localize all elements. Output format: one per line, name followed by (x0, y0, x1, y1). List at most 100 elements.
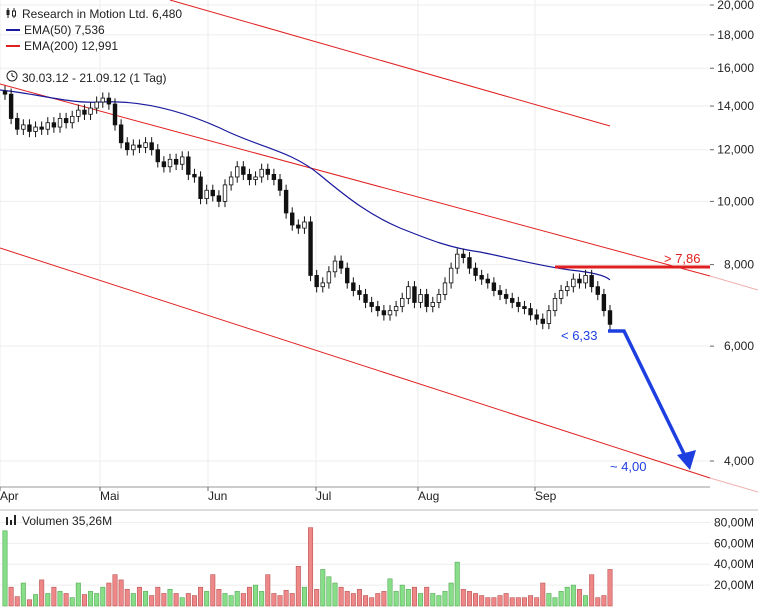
candle (247, 168, 252, 186)
candle (442, 277, 448, 301)
volume-bar (143, 591, 149, 607)
candle (375, 300, 380, 317)
volume-bar (265, 574, 271, 607)
volume-bar (607, 569, 613, 607)
volume-bar (503, 593, 509, 607)
volume-bar (515, 597, 521, 607)
candle (607, 305, 613, 331)
candle (137, 139, 142, 154)
candle-body (149, 142, 154, 151)
candle-body (314, 275, 319, 288)
candle (265, 163, 270, 181)
channel-lower-line (0, 247, 711, 479)
candle-body (430, 302, 435, 307)
date-range: 30.03.12 - 21.09.12 (1 Tag) (6, 70, 167, 85)
candle (235, 161, 240, 183)
candle (70, 110, 75, 129)
candle-body (210, 189, 215, 197)
x-tick-label: Aug (418, 489, 439, 503)
candle (210, 184, 215, 202)
candle (94, 96, 99, 114)
candle-body (308, 221, 313, 276)
candle (540, 313, 545, 330)
candle-body (167, 158, 173, 168)
candle-body (332, 260, 338, 273)
volume-bar (39, 579, 45, 607)
volume-bar (509, 597, 515, 607)
candle-body (510, 298, 515, 303)
candle-body (338, 260, 344, 269)
candle (546, 305, 552, 330)
volume-bar (393, 591, 399, 607)
candle-body (216, 195, 222, 202)
candle (583, 269, 588, 289)
candle-body (558, 290, 564, 299)
candle (57, 112, 63, 133)
candle (259, 163, 264, 183)
volume-bar (338, 586, 344, 607)
y-tick-label: 12,000 (717, 143, 754, 157)
candle-body (363, 294, 368, 303)
volume-bar (75, 582, 81, 607)
volume-legend: Volumen 35,26M (6, 514, 112, 528)
volume-bar (8, 586, 14, 607)
candle (400, 292, 405, 313)
candle (125, 137, 130, 156)
candle-body (235, 166, 240, 178)
candle-body (485, 278, 490, 284)
volume-tick-label: 40,00M (714, 557, 754, 571)
candle-body (180, 156, 185, 165)
volume-bar (106, 582, 112, 607)
candle (167, 153, 173, 173)
y-tick-label: 8,000 (724, 258, 754, 272)
volume-bar (381, 591, 387, 607)
volume-bar (564, 586, 570, 607)
volume-bar (33, 594, 39, 607)
volume-bar (191, 595, 197, 607)
candle-body (442, 282, 448, 295)
candle (253, 171, 258, 186)
candle-body (546, 310, 552, 324)
volume-bar (100, 586, 106, 607)
candle-body (222, 184, 228, 202)
volume-bars (2, 527, 613, 607)
volume-bar (234, 591, 240, 607)
candle-body (51, 122, 57, 128)
candle-body (247, 173, 252, 180)
candle (106, 92, 112, 110)
candle (228, 171, 234, 191)
candle-body (161, 161, 167, 168)
annotation-support: < 6,33 (561, 328, 598, 343)
volume-tick-label: 20,00M (714, 578, 754, 592)
volume-bar (558, 591, 564, 607)
candle-body (516, 302, 521, 307)
y-tick-label: 6,000 (724, 339, 754, 353)
volume-bar (448, 582, 454, 607)
candle-body (393, 306, 399, 312)
volume-bar (363, 595, 369, 607)
trend-channel (0, 0, 758, 493)
candle-body (173, 158, 179, 165)
y-tick-label: 20,000 (717, 0, 754, 12)
candle (198, 171, 203, 205)
candle (522, 300, 527, 315)
candle (528, 302, 533, 321)
candle (204, 184, 209, 205)
volume-grid (0, 521, 710, 586)
volume-bar (167, 588, 173, 607)
candle-body (455, 253, 460, 269)
candle-body (228, 176, 234, 186)
volume-bar (173, 593, 179, 607)
candle-body (400, 298, 405, 307)
candle (271, 168, 277, 186)
volume-bar (216, 588, 222, 607)
candle (589, 269, 594, 293)
x-tick-label: Jun (208, 489, 227, 503)
candle-body (577, 278, 582, 284)
candle (302, 216, 307, 234)
volume-bar (198, 586, 204, 607)
candle (173, 153, 179, 170)
volume-bar (479, 595, 485, 607)
volume-bar (271, 593, 277, 607)
candle-body (33, 126, 38, 132)
